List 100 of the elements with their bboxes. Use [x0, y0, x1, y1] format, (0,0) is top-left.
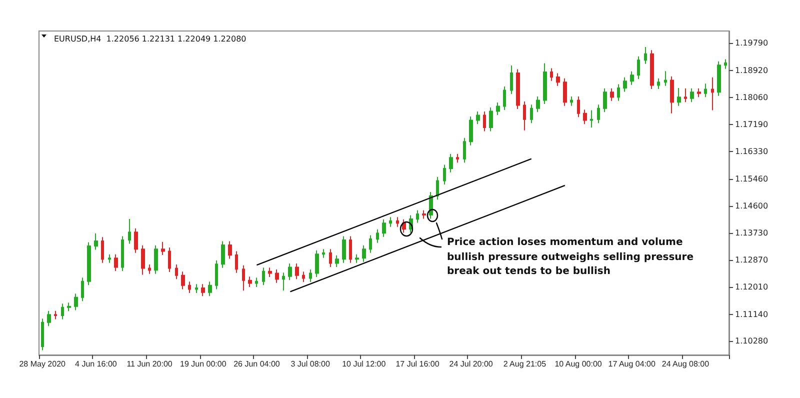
candlestick [684, 88, 687, 103]
candlestick [248, 276, 252, 288]
candlestick [128, 218, 131, 244]
candlestick [94, 232, 98, 250]
candlestick [188, 281, 191, 294]
candlestick [309, 268, 312, 282]
candlestick [456, 153, 459, 164]
candlestick [550, 68, 553, 82]
y-tick-label: 1.17190 [735, 120, 768, 130]
candlestick [315, 250, 319, 278]
candlestick [47, 310, 51, 327]
y-tick-label: 1.11140 [735, 310, 768, 319]
y-tick-label: 1.18920 [735, 66, 768, 75]
candlestick [114, 254, 118, 272]
x-tick-label: 17 Jul 16:00 [396, 360, 440, 368]
x-tick-label: 19 Jun 00:00 [180, 360, 227, 368]
candlestick [108, 254, 111, 264]
candlestick [322, 248, 325, 258]
candlestick [483, 111, 486, 132]
candlestick [724, 58, 727, 70]
y-tick-label: 1.12870 [735, 256, 768, 265]
x-tick-label: 2 Aug 21:05 [503, 360, 547, 368]
candlestick [275, 268, 279, 284]
candlestick [195, 284, 198, 294]
candlestick [422, 210, 426, 220]
candlestick [54, 310, 57, 320]
candlestick [221, 240, 225, 268]
candlestick [376, 228, 379, 244]
candlestick [503, 86, 506, 110]
y-tick-label: 1.15460 [735, 174, 768, 184]
candlestick [228, 240, 232, 260]
x-tick-label: 26 Jun 04:00 [234, 360, 280, 368]
candlestick [402, 218, 406, 234]
candlestick [355, 254, 359, 264]
candlestick [677, 88, 681, 106]
candlestick [416, 210, 419, 224]
candlestick [623, 76, 627, 92]
candlestick [590, 110, 593, 128]
candlestick [617, 84, 620, 102]
candlestick [201, 284, 205, 297]
candlestick [610, 88, 614, 102]
candlestick [690, 88, 694, 103]
candlestick [389, 216, 392, 228]
y-tick-label: 1.19790 [735, 38, 768, 48]
candlestick [181, 271, 185, 290]
candlestick [664, 70, 667, 86]
candlestick [268, 267, 272, 278]
candlestick [657, 78, 660, 90]
candlestick [630, 70, 634, 86]
candlestick [536, 96, 540, 113]
candlestick [242, 264, 245, 291]
candlestick [335, 254, 339, 268]
annotation: Price action loses momentum and volume bullish pressure outweighs selling pressure break out tends to be bullish [447, 236, 694, 279]
candlestick [469, 116, 473, 146]
candlestick [101, 236, 104, 264]
candlestick [382, 218, 386, 238]
candlestick [583, 109, 587, 125]
x-tick-label: 24 Jul 20:00 [449, 360, 494, 368]
chart-title: EURUSD,H4 1.22056 1.22131 1.22049 1.22080 [54, 34, 246, 44]
candlestick [175, 264, 178, 280]
x-tick-label: 28 May 2020 [19, 360, 66, 368]
candlestick [141, 244, 145, 276]
candlestick [154, 244, 158, 274]
candlestick [644, 46, 647, 64]
x-tick-label: 10 Jul 12:00 [342, 360, 386, 368]
x-tick-label: 4 Jun 16:00 [75, 360, 118, 368]
candlestick [262, 267, 265, 286]
candlestick [443, 164, 446, 186]
candlestick [436, 176, 439, 200]
candlestick [61, 303, 64, 320]
candlestick [603, 88, 607, 113]
candlestick [523, 101, 526, 131]
candlestick [496, 102, 500, 116]
candlestick [711, 76, 714, 111]
y-tick-label: 1.18060 [735, 92, 768, 102]
candlestick [67, 302, 71, 312]
candlestick [302, 271, 305, 282]
candlestick [81, 277, 84, 302]
candlestick [476, 111, 480, 125]
x-tick-label: 10 Aug 00:00 [554, 360, 602, 368]
candlestick [697, 88, 701, 98]
y-tick-label: 1.14600 [735, 201, 768, 210]
candlestick [282, 272, 285, 291]
candlestick [255, 277, 258, 288]
candlestick [342, 236, 346, 264]
candlestick [650, 50, 654, 90]
candlestick [570, 96, 573, 106]
y-tick-label: 1.13730 [735, 228, 768, 238]
candlestick [121, 236, 124, 272]
y-tick-label: 1.12010 [735, 282, 768, 292]
candlestick [516, 68, 520, 110]
candlestick [530, 104, 533, 124]
candlestick [449, 153, 453, 173]
candlestick [577, 96, 580, 118]
candlestick [168, 247, 171, 272]
x-tick-label: 24 Aug 08:00 [662, 360, 710, 368]
candlestick [717, 60, 721, 96]
candlestick [362, 244, 366, 262]
candlestick [543, 62, 547, 105]
candlestick [41, 318, 44, 351]
